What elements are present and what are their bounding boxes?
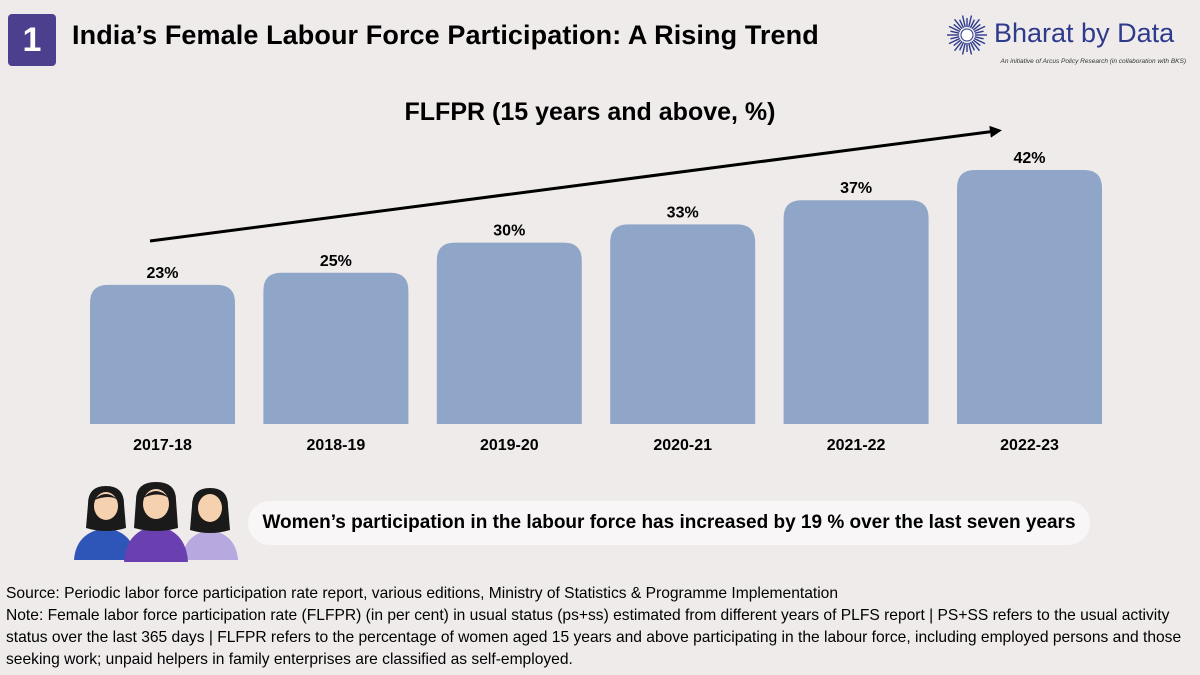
data-label-2017-18: 23% (146, 265, 178, 282)
trend-arrow (149, 125, 1002, 243)
bar-2021-22 (783, 200, 929, 424)
x-tick-label-2022-23: 2022-23 (1000, 437, 1059, 454)
data-label-2022-23: 42% (1013, 150, 1045, 167)
source-note: Source: Periodic labor force participati… (6, 585, 839, 602)
key-insight-callout: Women’s participation in the labour forc… (248, 501, 1090, 545)
brand-logo: Bharat by Data An initiative of Arcus Po… (944, 12, 1190, 72)
page-title: India’s Female Labour Force Participatio… (72, 20, 819, 50)
bar-2020-21 (610, 224, 756, 424)
x-tick-label-2021-22: 2021-22 (827, 437, 886, 454)
data-label-2018-19: 25% (320, 253, 352, 270)
footer-notes: Source: Periodic labor force participati… (6, 583, 1196, 671)
bar-2017-18 (90, 284, 235, 424)
data-label-2021-22: 37% (840, 180, 872, 197)
bar-2022-23 (957, 170, 1102, 424)
brand-name: Bharat by Data (994, 18, 1175, 48)
x-tick-label-2017-18: 2017-18 (133, 437, 192, 454)
chart-title: FLFPR (15 years and above, %) (404, 98, 776, 126)
three-women-icon (74, 482, 238, 562)
brand-tagline: An initiative of Arcus Policy Research (… (1000, 58, 1186, 65)
x-tick-label-2019-20: 2019-20 (480, 437, 539, 454)
x-tick-label-2018-19: 2018-19 (307, 437, 366, 454)
sunburst-icon (947, 15, 987, 55)
bar-chart: 23% 2017-18 25% 2018-19 30% 2019-20 33% 2020-21… (90, 125, 1102, 454)
section-number-badge: 1 (8, 14, 56, 66)
data-label-2019-20: 30% (493, 223, 525, 240)
data-label-2020-21: 33% (667, 204, 699, 221)
bar-2018-19 (263, 272, 409, 424)
bar-2019-20 (436, 242, 582, 424)
methodology-note: Note: Female labor force participation r… (6, 607, 1182, 668)
x-tick-label-2020-21: 2020-21 (653, 437, 712, 454)
